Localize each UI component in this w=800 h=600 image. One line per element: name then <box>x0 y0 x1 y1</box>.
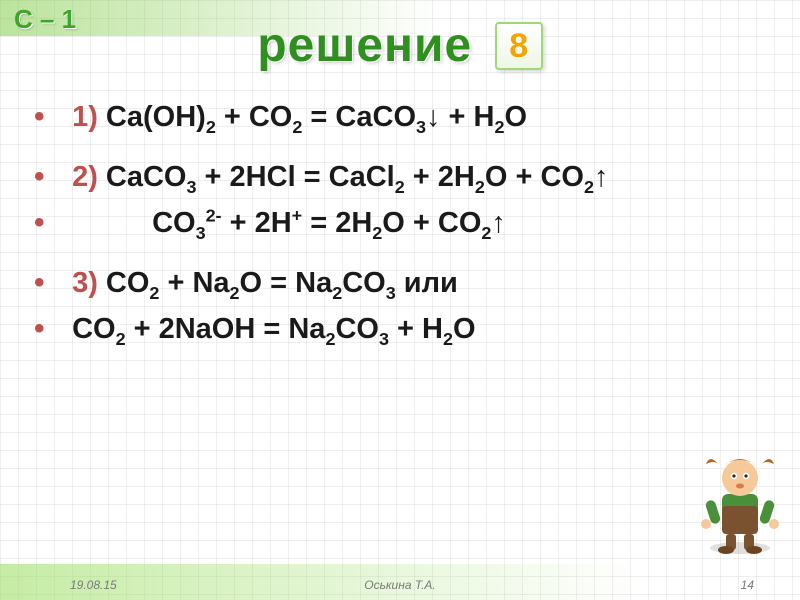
equation-3b-body: CO2 + 2NaOH = Na2CO3 + H2O <box>72 313 475 345</box>
footer-page: 14 <box>741 578 754 592</box>
bullet-icon: • <box>34 312 54 346</box>
page-title: решение <box>257 18 472 73</box>
equation-3b: • CO2 + 2NaOH = Na2CO3 + H2O <box>34 312 766 350</box>
equations-panel: • 1) Ca(OH)2 + CO2 = CaCO3↓ + H2O • 2) C… <box>34 100 766 372</box>
title-row: решение 8 <box>0 18 800 73</box>
equation-1-num: 1) <box>72 101 98 133</box>
cartoon-character-icon <box>696 446 784 556</box>
footer-author: Оськина Т.А. <box>0 578 800 592</box>
equation-2-body: CaCO3 + 2HCl = CaCl2 + 2H2O + CO2↑ <box>106 161 609 193</box>
equation-2: • 2) CaCO3 + 2HCl = CaCl2 + 2H2O + CO2↑ <box>34 160 766 198</box>
equation-2-num: 2) <box>72 161 98 193</box>
step-number: 8 <box>509 27 528 65</box>
bullet-icon: • <box>34 100 54 134</box>
equation-3a-body: CO2 + Na2O = Na2CO3 или <box>106 267 458 299</box>
equation-1-body: Ca(OH)2 + CO2 = CaCO3↓ + H2O <box>106 101 527 133</box>
equation-2-ionic: • CO32- + 2H+ = 2H2O + CO2↑ <box>34 206 766 244</box>
step-badge: 8 <box>495 22 543 70</box>
bullet-icon: • <box>34 160 54 194</box>
slide-root: С – 1 решение 8 • 1) Ca(OH)2 + CO2 = CaC… <box>0 0 800 600</box>
equation-1: • 1) Ca(OH)2 + CO2 = CaCO3↓ + H2O <box>34 100 766 138</box>
equation-2-ionic-body: CO32- + 2H+ = 2H2O + CO2↑ <box>152 207 506 239</box>
equation-3a: • 3) CO2 + Na2O = Na2CO3 или <box>34 266 766 304</box>
bullet-icon: • <box>34 206 54 240</box>
bullet-icon: • <box>34 266 54 300</box>
equation-3-num: 3) <box>72 267 98 299</box>
